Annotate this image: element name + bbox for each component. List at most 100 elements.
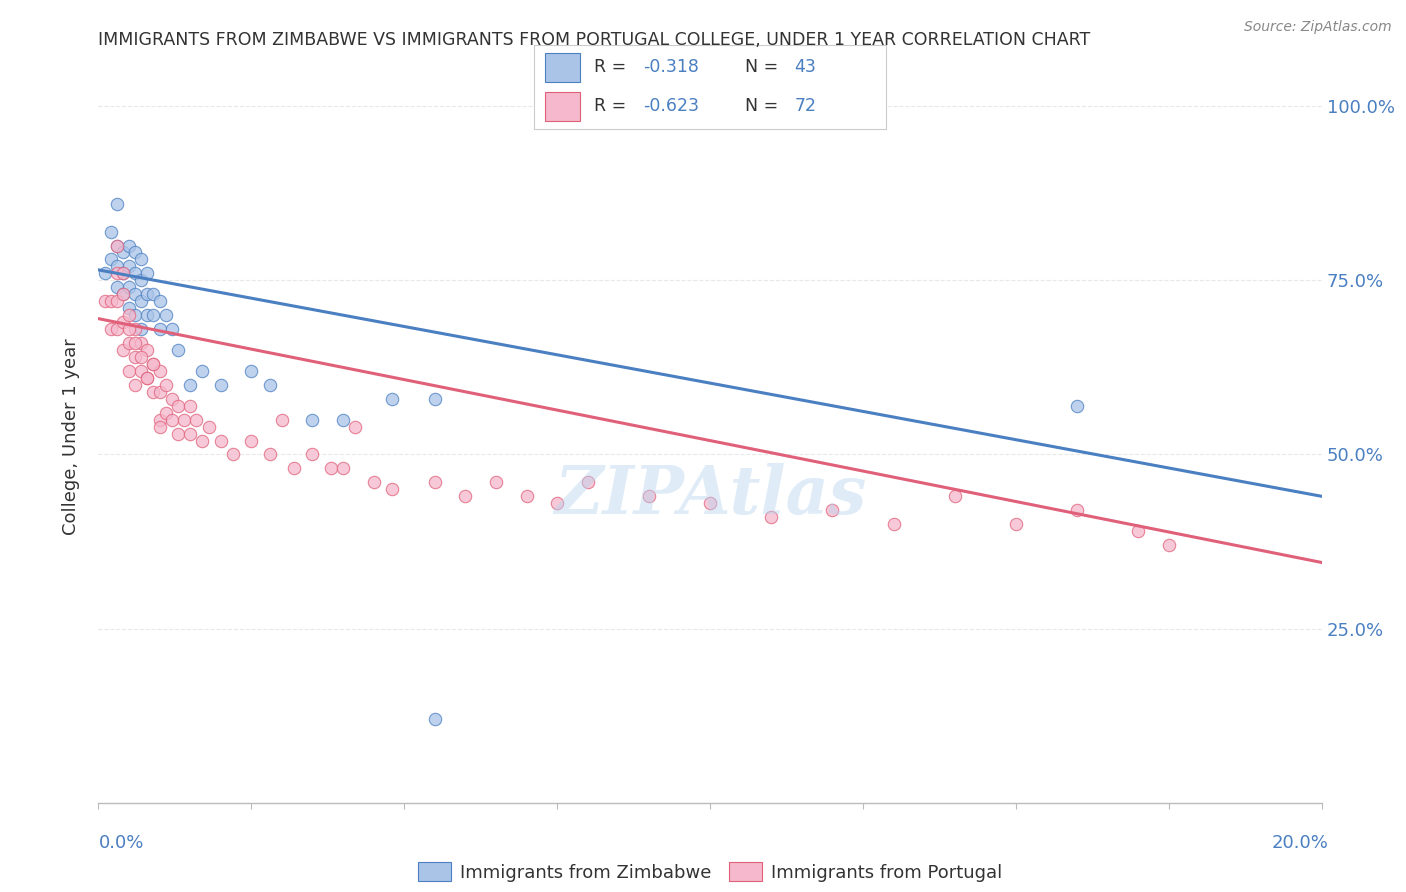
Point xyxy=(105,196,128,211)
Point xyxy=(111,266,134,280)
Point xyxy=(423,475,446,490)
Point xyxy=(546,496,568,510)
Text: R =: R = xyxy=(593,97,626,115)
Point xyxy=(142,308,165,322)
Point xyxy=(93,294,115,309)
Point xyxy=(240,434,263,448)
Point xyxy=(149,384,172,399)
Point xyxy=(167,399,190,413)
Point xyxy=(111,245,134,260)
Text: 0.0%: 0.0% xyxy=(98,834,143,852)
Point xyxy=(160,322,183,336)
Point xyxy=(160,412,183,426)
Point xyxy=(118,301,141,316)
Point xyxy=(124,336,146,351)
Point xyxy=(883,517,905,532)
Point xyxy=(136,266,159,280)
Text: N =: N = xyxy=(745,97,779,115)
Point xyxy=(344,419,367,434)
Point xyxy=(381,392,404,406)
Point xyxy=(516,489,538,503)
Point xyxy=(179,426,201,441)
Text: 20.0%: 20.0% xyxy=(1272,834,1329,852)
Point xyxy=(209,434,232,448)
Point xyxy=(136,371,159,385)
Point xyxy=(111,343,134,357)
Point xyxy=(454,489,477,503)
Point xyxy=(155,406,177,420)
Point xyxy=(167,426,190,441)
Point xyxy=(240,364,263,378)
Point xyxy=(1157,538,1180,552)
Text: 72: 72 xyxy=(794,97,817,115)
Point xyxy=(821,503,844,517)
Point xyxy=(100,252,122,267)
Text: ZIPAtlas: ZIPAtlas xyxy=(554,463,866,528)
Point xyxy=(1066,503,1088,517)
Text: 43: 43 xyxy=(794,59,817,77)
Point xyxy=(100,322,122,336)
Point xyxy=(759,510,782,524)
Point xyxy=(191,434,214,448)
Text: -0.318: -0.318 xyxy=(644,59,699,77)
Point xyxy=(142,287,165,301)
Point xyxy=(283,461,305,475)
Point xyxy=(301,448,323,462)
Point xyxy=(160,392,183,406)
Point xyxy=(332,461,354,475)
Point xyxy=(191,364,214,378)
Point xyxy=(381,483,404,497)
Point xyxy=(129,273,152,287)
Point xyxy=(1128,524,1150,538)
Point xyxy=(118,364,141,378)
Point xyxy=(155,377,177,392)
Point xyxy=(129,322,152,336)
Point xyxy=(118,260,141,274)
Point xyxy=(576,475,599,490)
Point xyxy=(105,294,128,309)
Point xyxy=(149,412,172,426)
Legend: Immigrants from Zimbabwe, Immigrants from Portugal: Immigrants from Zimbabwe, Immigrants fro… xyxy=(411,855,1010,888)
Point xyxy=(124,377,146,392)
Point xyxy=(149,364,172,378)
Point xyxy=(105,280,128,294)
Point xyxy=(485,475,508,490)
Point xyxy=(100,225,122,239)
Point xyxy=(149,294,172,309)
Point xyxy=(118,238,141,252)
Point xyxy=(100,294,122,309)
Point xyxy=(186,412,208,426)
Point xyxy=(332,412,354,426)
Point xyxy=(105,238,128,252)
Point xyxy=(149,322,172,336)
Point xyxy=(259,377,281,392)
Y-axis label: College, Under 1 year: College, Under 1 year xyxy=(62,339,80,535)
Point xyxy=(129,350,152,364)
Point xyxy=(111,266,134,280)
Point xyxy=(124,266,146,280)
Text: N =: N = xyxy=(745,59,779,77)
Point xyxy=(111,315,134,329)
Point xyxy=(124,308,146,322)
Point xyxy=(423,712,446,726)
Point xyxy=(142,357,165,371)
Point xyxy=(93,266,115,280)
Point xyxy=(105,260,128,274)
Point xyxy=(129,336,152,351)
Point xyxy=(105,238,128,252)
Point xyxy=(943,489,966,503)
Point xyxy=(423,392,446,406)
Point xyxy=(129,364,152,378)
Point xyxy=(124,350,146,364)
Text: -0.623: -0.623 xyxy=(644,97,699,115)
Point xyxy=(142,384,165,399)
Point xyxy=(699,496,721,510)
Point xyxy=(1004,517,1026,532)
Point xyxy=(118,336,141,351)
Point xyxy=(136,287,159,301)
Point xyxy=(259,448,281,462)
Point xyxy=(319,461,342,475)
Point xyxy=(301,412,323,426)
Point xyxy=(136,371,159,385)
Point xyxy=(155,308,177,322)
